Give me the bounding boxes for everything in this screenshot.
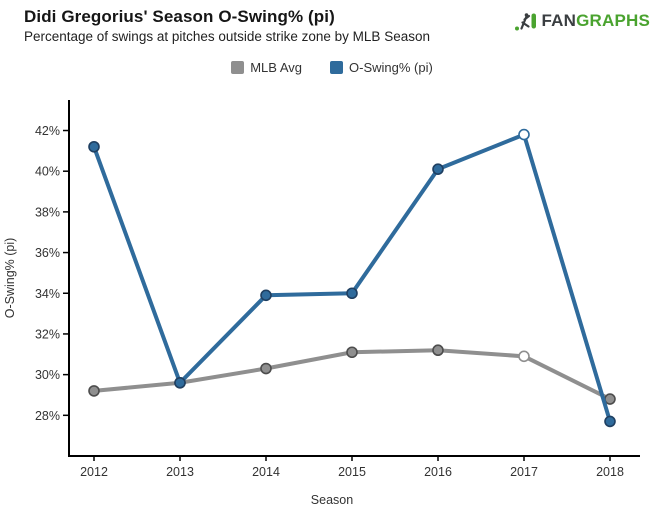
- data-point[interactable]: [174, 376, 186, 389]
- data-point[interactable]: [88, 385, 100, 397]
- x-tick-label: 2012: [80, 465, 108, 479]
- data-point[interactable]: [346, 346, 358, 359]
- data-point[interactable]: [604, 393, 616, 405]
- logo-text-graphs: GRAPHS: [576, 11, 650, 30]
- y-tick-label: 30%: [35, 368, 60, 382]
- y-tick-label: 38%: [35, 205, 60, 219]
- x-tick-label: 2014: [252, 465, 280, 479]
- y-tick-label: 28%: [35, 409, 60, 423]
- x-tick-label: 2016: [424, 465, 452, 479]
- legend-item-mlb-avg[interactable]: MLB Avg: [231, 60, 302, 75]
- legend-label: MLB Avg: [250, 60, 302, 75]
- legend-item-oswing[interactable]: O-Swing% (pi): [330, 60, 433, 75]
- logo-text-fan: FAN: [541, 11, 577, 30]
- chart-legend: MLB Avg O-Swing% (pi): [0, 60, 664, 75]
- x-tick-label: 2017: [510, 465, 538, 479]
- data-point[interactable]: [432, 344, 444, 357]
- fangraphs-icon: [515, 13, 537, 31]
- data-point[interactable]: [260, 289, 272, 302]
- y-tick-label: 42%: [35, 124, 60, 138]
- legend-swatch-blue: [330, 61, 343, 74]
- data-point[interactable]: [518, 128, 530, 141]
- x-tick-label: 2018: [596, 465, 624, 479]
- x-tick-label: 2013: [166, 465, 194, 479]
- y-tick-label: 34%: [35, 287, 60, 301]
- y-tick-label: 32%: [35, 327, 60, 341]
- data-point[interactable]: [518, 350, 530, 363]
- legend-swatch-gray: [231, 61, 245, 74]
- y-tick-label: 40%: [35, 165, 60, 179]
- chart-subtitle: Percentage of swings at pitches outside …: [24, 29, 430, 44]
- x-tick-label: 2015: [338, 465, 366, 479]
- data-point[interactable]: [260, 362, 272, 375]
- data-point[interactable]: [346, 287, 358, 300]
- y-axis-title: O-Swing% (pi): [3, 238, 17, 319]
- data-point[interactable]: [604, 415, 616, 428]
- data-point[interactable]: [432, 163, 444, 175]
- series-line-o-swing-pi-: [92, 132, 612, 424]
- data-point[interactable]: [88, 140, 100, 153]
- x-axis-title: Season: [311, 493, 353, 507]
- legend-label: O-Swing% (pi): [349, 60, 433, 75]
- fangraphs-logo: FAN GRAPHS: [514, 10, 650, 32]
- y-tick-label: 36%: [35, 246, 60, 260]
- page-title: Didi Gregorius' Season O-Swing% (pi): [24, 7, 335, 26]
